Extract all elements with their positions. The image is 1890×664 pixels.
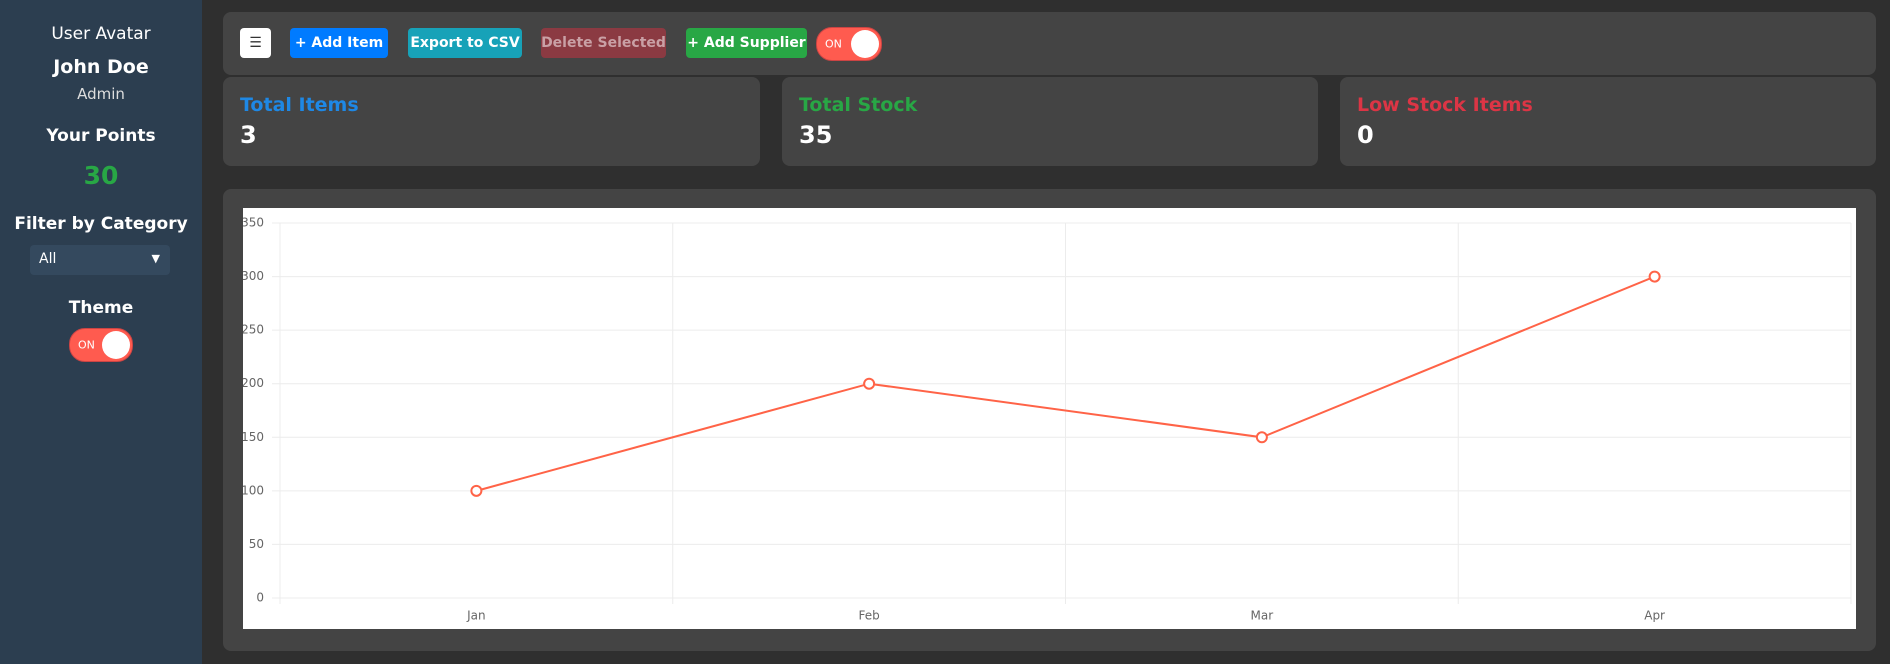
- toggle-text: ON: [825, 37, 842, 51]
- select-arrow: ▼: [151, 252, 160, 265]
- user-role: Admin: [77, 85, 125, 103]
- theme-toggle[interactable]: ON: [69, 328, 133, 362]
- y-tick-label: 200: [243, 376, 264, 390]
- data-point: [470, 484, 483, 497]
- x-tick-label: Mar: [1251, 609, 1274, 623]
- avatar-alt: User Avatar: [51, 24, 151, 44]
- stat-title: Low Stock Items: [1357, 94, 1533, 116]
- stat-value: 0: [1357, 121, 1374, 149]
- points-value: 30: [83, 161, 119, 190]
- data-point: [863, 377, 876, 390]
- filter-label: Filter by Category: [14, 214, 188, 234]
- data-line: [476, 275, 1656, 492]
- y-tick-label: 0: [256, 591, 264, 605]
- delete-button[interactable]: Delete Selected: [541, 28, 666, 58]
- stat-card: Total Stock 35: [782, 77, 1318, 166]
- theme-label: Theme: [68, 298, 134, 318]
- add-item-button[interactable]: + Add Item: [290, 28, 388, 58]
- chart: 0 50 100 150 200 250 300 350 Jan Feb Mar Apr: [243, 208, 1856, 629]
- x-tick-label: Apr: [1644, 609, 1665, 623]
- x-tick-label: Feb: [859, 609, 880, 623]
- stat-title: Total Stock: [799, 94, 918, 116]
- stat-value: 35: [799, 121, 833, 149]
- stat-card: Low Stock Items 0: [1340, 77, 1876, 166]
- stat-title: Total Items: [240, 94, 359, 116]
- y-tick-label: 50: [249, 537, 264, 551]
- y-tick-label: 300: [243, 269, 264, 283]
- data-point: [1255, 431, 1268, 444]
- data-point: [1648, 270, 1661, 283]
- export-button[interactable]: Export to CSV: [408, 28, 522, 58]
- toggle-text: ON: [78, 338, 95, 352]
- toolbar-toggle[interactable]: ON: [816, 27, 882, 61]
- select-value: All: [39, 251, 57, 267]
- stat-card: Total Items 3: [223, 77, 760, 166]
- stat-value: 3: [240, 121, 257, 149]
- y-tick-label: 350: [243, 216, 264, 230]
- points-label: Your Points: [46, 126, 156, 146]
- sidebar: User Avatar John Doe Admin Your Points 3…: [0, 0, 202, 664]
- x-tick-label: Jan: [466, 609, 486, 623]
- menu-button[interactable]: ☰: [240, 28, 271, 58]
- y-tick-label: 150: [243, 430, 264, 444]
- y-tick-label: 100: [243, 483, 264, 497]
- category-select[interactable]: All ▼: [30, 245, 170, 275]
- y-tick-label: 250: [243, 323, 264, 337]
- user-name: John Doe: [53, 56, 149, 78]
- add-supplier-button[interactable]: + Add Supplier: [686, 28, 807, 58]
